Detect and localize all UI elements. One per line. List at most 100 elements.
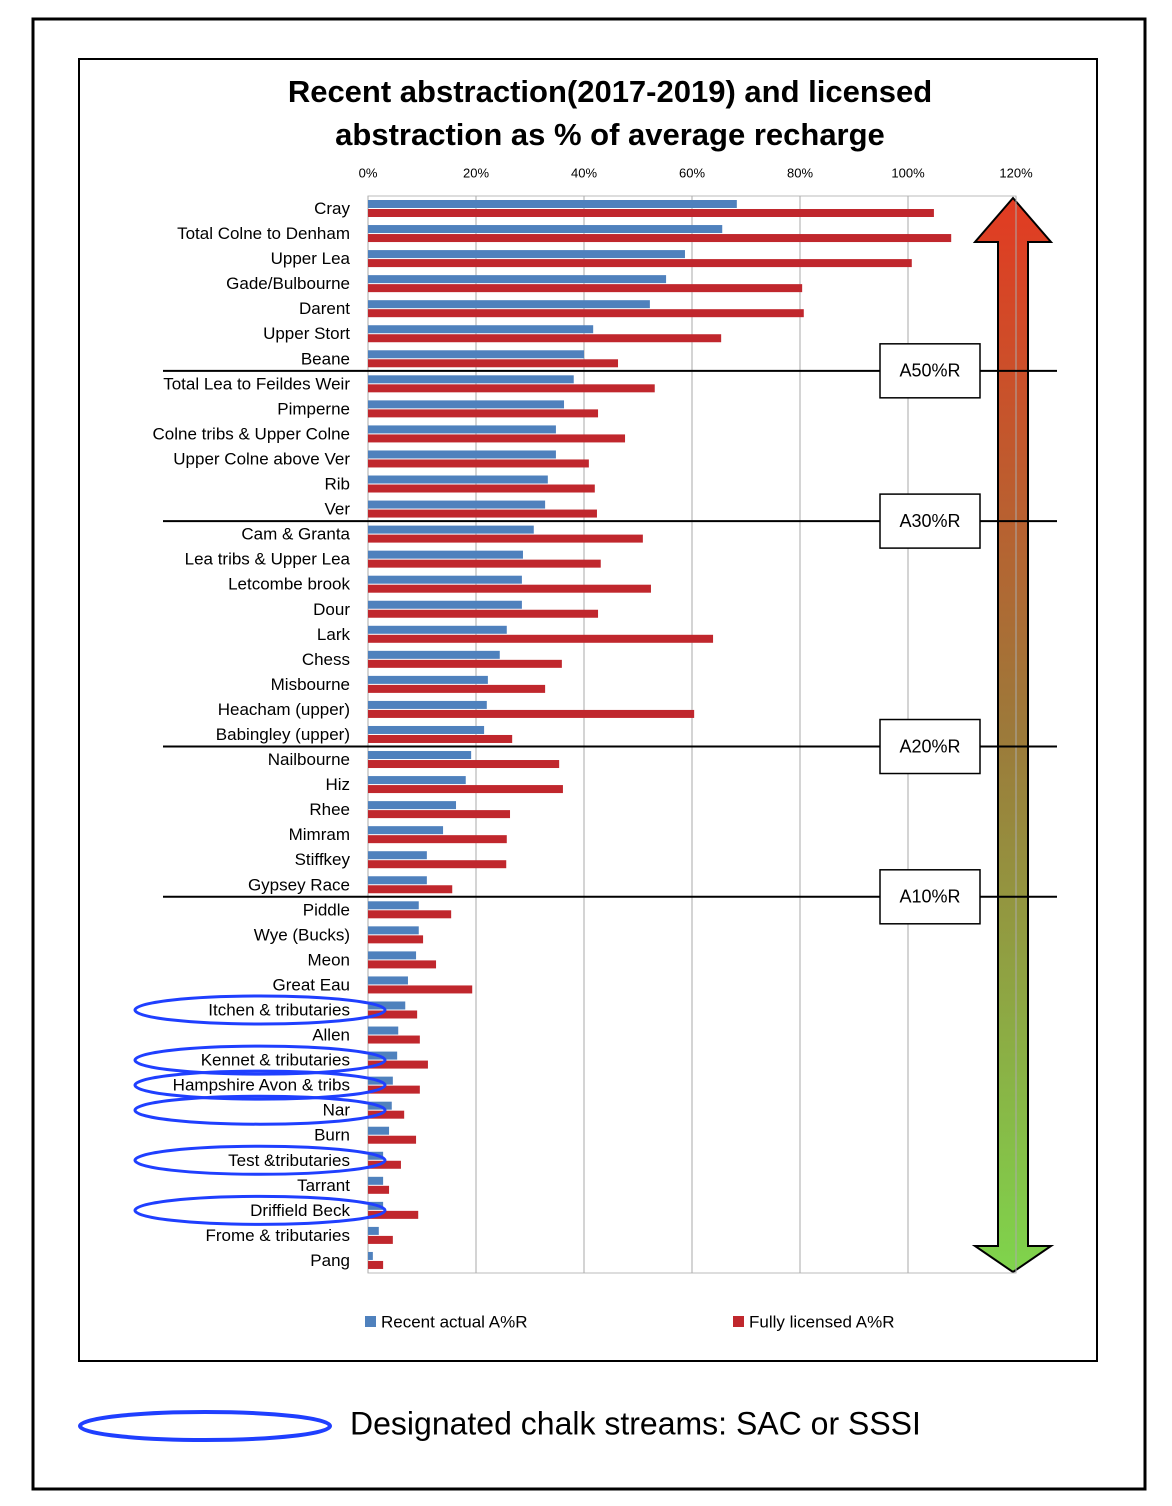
bar: [368, 409, 599, 418]
bar: [368, 584, 651, 593]
bar: [368, 1251, 373, 1260]
bar: [368, 751, 472, 760]
threshold-box: [879, 493, 981, 549]
legend-swatch: [733, 1316, 744, 1327]
category-label: Cam & Granta: [241, 525, 350, 544]
category-label: Pang: [310, 1251, 350, 1270]
bar: [368, 960, 437, 969]
bar: [368, 450, 556, 459]
bar: [368, 801, 457, 810]
bar: [368, 1110, 405, 1119]
bar: [368, 300, 650, 309]
bar: [368, 359, 619, 368]
bar: [368, 350, 584, 359]
chart-title: Recent abstraction(2017-2019) and licens…: [287, 74, 933, 152]
category-label: Cray: [314, 199, 350, 218]
highlight-ellipse: [133, 1044, 387, 1076]
bar: [368, 926, 419, 935]
bar: [368, 650, 500, 659]
category-label: Allen: [312, 1026, 350, 1045]
category-label: Upper Stort: [263, 324, 350, 343]
bar: [368, 234, 952, 243]
bar: [368, 1010, 418, 1019]
x-tick-label: 40%: [571, 165, 597, 180]
category-label: Upper Colne above Ver: [173, 449, 350, 468]
category-label: Misbourne: [271, 675, 350, 694]
bar: [368, 976, 408, 985]
bar: [368, 334, 722, 343]
bar: [368, 559, 601, 568]
category-label: Driffield Beck: [250, 1201, 350, 1220]
category-label: Total Colne to Denham: [177, 224, 350, 243]
category-label: Lea tribs & Upper Lea: [185, 550, 351, 569]
bar: [368, 275, 667, 284]
category-label: Heacham (upper): [218, 700, 350, 719]
category-label: Stiffkey: [295, 850, 351, 869]
category-label: Babingley (upper): [216, 725, 350, 744]
bar: [368, 625, 507, 634]
bar: [368, 1026, 399, 1035]
bar: [368, 575, 522, 584]
bar: [368, 725, 485, 734]
bar: [368, 284, 803, 293]
category-label: Upper Lea: [271, 249, 351, 268]
x-tick-label: 100%: [891, 165, 925, 180]
category-label: Burn: [314, 1126, 350, 1145]
bar: [368, 1060, 428, 1069]
bar: [368, 434, 626, 443]
bar: [368, 935, 424, 944]
x-tick-label: 20%: [463, 165, 489, 180]
bar: [368, 1001, 406, 1010]
category-label: Gade/Bulbourne: [226, 274, 350, 293]
highlight-ellipse: [133, 1194, 387, 1226]
highlight-ellipse: [133, 1144, 387, 1176]
bar: [368, 309, 804, 318]
bar: [368, 860, 507, 869]
bar: [368, 600, 522, 609]
category-label: Rhee: [309, 800, 350, 819]
category-label: Hiz: [325, 775, 350, 794]
bar: [368, 700, 487, 709]
category-label: Total Lea to Feildes Weir: [163, 374, 350, 393]
bar: [368, 1135, 417, 1144]
bar: [368, 1051, 398, 1060]
threshold-label: A30%R: [899, 511, 960, 531]
bar: [368, 1176, 384, 1185]
x-tick-label: 80%: [787, 165, 813, 180]
note-ellipse: [78, 1410, 332, 1442]
bar: [368, 425, 556, 434]
bar: [368, 734, 513, 743]
bar: [368, 810, 511, 819]
category-label: Darent: [299, 299, 350, 318]
bar: [368, 876, 427, 885]
legend-swatch: [365, 1316, 376, 1327]
highlight-ellipse: [133, 1094, 387, 1126]
bar: [368, 484, 595, 493]
bar: [368, 785, 563, 794]
threshold-label: A10%R: [899, 887, 960, 907]
bar: [368, 550, 523, 559]
category-label: Chess: [302, 650, 350, 669]
bar: [368, 826, 444, 835]
category-label: Nar: [323, 1101, 351, 1120]
category-label: Hampshire Avon & tribs: [173, 1076, 350, 1095]
category-label: Nailbourne: [268, 750, 350, 769]
bar: [368, 985, 473, 994]
threshold-box: [879, 343, 981, 399]
category-label: Frome & tributaries: [205, 1226, 350, 1245]
bar: [368, 760, 560, 769]
category-label: Gypsey Race: [248, 875, 350, 894]
bar: [368, 400, 565, 409]
category-label: Piddle: [303, 900, 350, 919]
bar: [368, 500, 546, 509]
x-tick-label: 60%: [679, 165, 705, 180]
category-label: Tarrant: [297, 1176, 350, 1195]
bar: [368, 1160, 401, 1169]
bar: [368, 384, 655, 393]
bar: [368, 1085, 420, 1094]
highlight-ellipse: [133, 1069, 387, 1101]
bar: [368, 675, 488, 684]
bar: [368, 634, 714, 643]
category-label: Rib: [324, 475, 350, 494]
